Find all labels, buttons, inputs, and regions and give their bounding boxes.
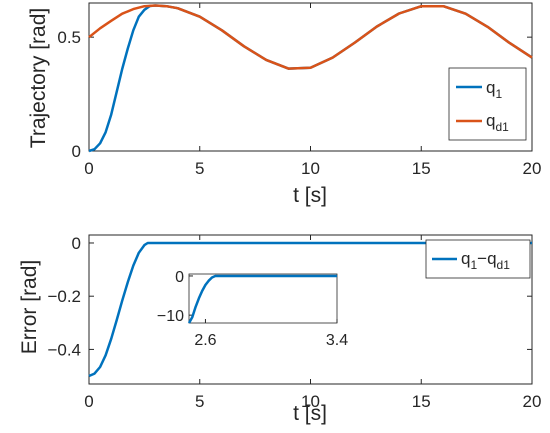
legend-qd1-name: q — [486, 111, 495, 130]
top-x-ticks: 0 5 10 15 20 — [84, 3, 541, 178]
legend-error-sub: 1 — [470, 258, 477, 272]
inset-x-ticks: 2.6 3.4 — [194, 319, 348, 349]
bottom-x-tick-label: 20 — [523, 392, 542, 411]
bottom-y-ticks: 0 −0.2 −0.4 — [47, 234, 532, 359]
legend-error-sub2: d1 — [497, 258, 511, 272]
bottom-y-tick-label: −0.4 — [47, 340, 81, 359]
legend-label-q1: q1 — [486, 78, 502, 101]
legend-q1-sub: 1 — [495, 87, 502, 101]
legend-label-qd1: qd1 — [486, 111, 509, 134]
legend-error-name2: −q — [477, 249, 496, 268]
bottom-chart: 0 5 10 15 20 0−0.2−0.4 t [s] Error [rad] q1−… — [18, 234, 541, 425]
bottom-x-tick-label: 10 — [301, 392, 320, 411]
inset-axes-box — [188, 273, 338, 324]
bottom-legend: q1−qd1 — [425, 239, 531, 279]
top-y-axis-label: Trajectory [rad] — [27, 8, 50, 148]
top-y-tick-label: 0 — [72, 142, 81, 161]
inset-x-tick-label: 3.4 — [326, 332, 348, 349]
top-x-tick-label: 5 — [195, 159, 204, 178]
bottom-x-tick-label: 0 — [84, 392, 93, 411]
top-series-lines — [88, 4, 533, 153]
legend-qd1-sub: d1 — [495, 120, 509, 134]
inset-chart: 2.6 3.4 0 −10 — [157, 269, 348, 349]
inset-series-line — [187, 274, 337, 324]
top-x-tick-label: 20 — [523, 159, 542, 178]
legend-error-name: q — [461, 249, 470, 268]
inset-y-tick-label: −10 — [157, 308, 184, 325]
top-series-qd1-line — [88, 4, 533, 70]
bottom-series-lines — [88, 241, 532, 378]
bottom-y-axis-label: Error [rad] — [18, 260, 41, 355]
bottom-y-tick-label: −0.2 — [47, 287, 81, 306]
bottom-x-tick-label: 5 — [195, 392, 204, 411]
bottom-x-axis-label: t [s] — [293, 402, 327, 425]
top-x-tick-label: 10 — [301, 159, 320, 178]
bottom-legend-box — [425, 239, 531, 279]
top-x-tick-label: 15 — [412, 159, 431, 178]
top-x-axis-label: t [s] — [293, 184, 327, 207]
legend-label-error: q1−qd1 — [461, 249, 510, 272]
inset-y-ticks: 0 −10 — [157, 269, 193, 325]
bottom-y-tick-label: 0 — [72, 234, 81, 253]
top-y-tick-label: 0.5 — [57, 28, 81, 47]
top-x-tick-label: 0 — [84, 159, 93, 178]
top-legend-box — [448, 67, 527, 141]
bottom-x-tick-label: 15 — [412, 392, 431, 411]
bottom-series-q1-d1-line — [88, 241, 532, 378]
bottom-x-ticks: 0 5 10 15 20 — [84, 235, 541, 411]
inset-y-tick-label: 0 — [175, 269, 184, 286]
legend-q1-name: q — [486, 78, 495, 97]
inset-x-tick-label: 2.6 — [194, 332, 216, 349]
top-legend: q1 qd1 — [448, 67, 527, 141]
inset-error-line — [187, 274, 337, 324]
top-chart: 0 5 10 15 20 0 0.5 t [s] Trajectory [rad] q1 … — [27, 2, 541, 207]
